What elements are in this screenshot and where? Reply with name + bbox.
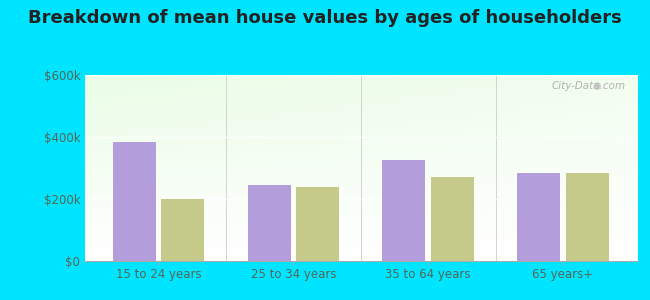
Text: City-Data.com: City-Data.com [552,81,626,91]
Text: ●: ● [593,81,601,91]
Bar [248,185,291,261]
Bar [161,199,205,261]
Bar [517,173,560,261]
Bar [382,160,426,261]
Bar [431,177,474,261]
Bar [113,142,156,261]
Bar [566,173,608,261]
Text: Breakdown of mean house values by ages of householders: Breakdown of mean house values by ages o… [28,9,622,27]
Bar [296,187,339,261]
